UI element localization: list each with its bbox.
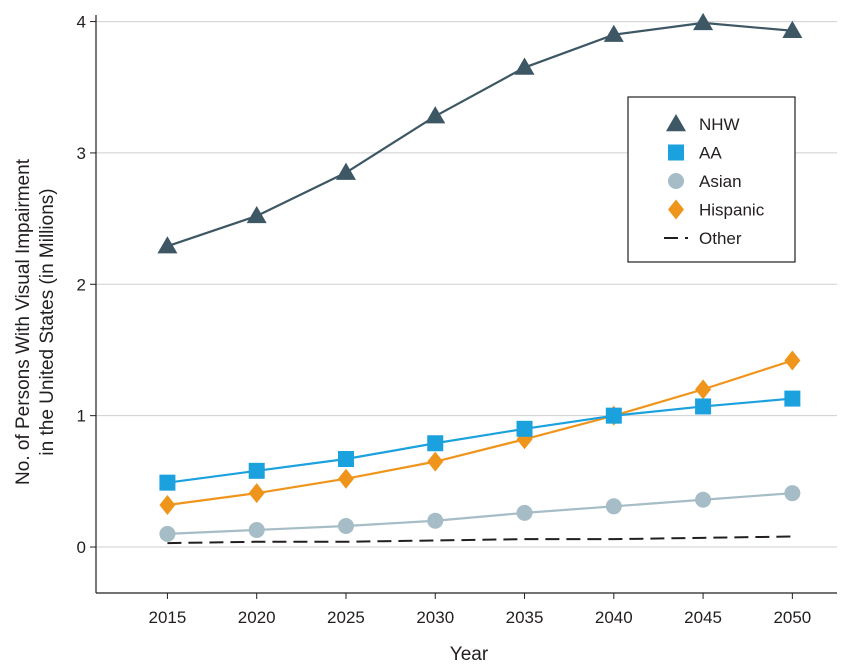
- legend-item-nhw: NHW: [666, 114, 740, 134]
- legend-item-other: Other: [664, 229, 742, 248]
- x-tick-label-2045: 2045: [684, 608, 722, 627]
- point-aa-2045: [695, 398, 712, 415]
- point-hispanic-2025: [337, 468, 354, 489]
- x-tick-label-2035: 2035: [506, 608, 544, 627]
- point-nhw-2050: [782, 20, 803, 38]
- point-asian-2045: [695, 491, 712, 508]
- x-tick-label-2030: 2030: [416, 608, 454, 627]
- x-tick-label-2020: 2020: [238, 608, 276, 627]
- point-aa-2040: [605, 407, 622, 424]
- series-line-asian: [167, 492, 793, 535]
- y-axis-title-line-1: No. of Persons With Visual Impairment: [13, 158, 34, 485]
- x-tick-label-2015: 2015: [149, 608, 187, 627]
- legend-item-asian: Asian: [668, 172, 742, 191]
- legend-swatch-aa: [668, 144, 684, 161]
- y-tick-label-0: 0: [77, 538, 86, 557]
- series-asian: [159, 485, 801, 542]
- series-line-other: [167, 535, 793, 545]
- y-axis-title: No. of Persons With Visual Impairment in…: [13, 158, 58, 485]
- x-axis-title: Year: [450, 644, 489, 665]
- point-aa-2050: [784, 390, 801, 407]
- y-tick-label-2: 2: [77, 275, 86, 294]
- point-nhw-2020: [246, 205, 267, 224]
- point-asian-2035: [516, 504, 533, 521]
- legend-swatch-hispanic: [668, 199, 684, 220]
- x-tick-label-2050: 2050: [773, 608, 811, 627]
- legend-item-aa: AA: [668, 144, 722, 163]
- point-nhw-2030: [425, 106, 446, 124]
- legend: NHW AA Asian Hispanic Other: [627, 96, 796, 263]
- axes: [95, 15, 837, 594]
- legend-label-asian: Asian: [699, 172, 742, 191]
- point-nhw-2015: [157, 236, 178, 254]
- y-tick-label-4: 4: [77, 13, 86, 32]
- legend-swatch-asian: [668, 173, 684, 189]
- y-axis-title-line-2: in the United States (in Millions): [37, 188, 58, 455]
- point-asian-2050: [784, 485, 801, 502]
- legend-label-nhw: NHW: [699, 115, 740, 134]
- series-hispanic: [159, 350, 801, 515]
- legend-label-aa: AA: [699, 144, 722, 163]
- legend-label-other: Other: [699, 229, 742, 248]
- point-hispanic-2050: [784, 350, 801, 371]
- point-asian-2030: [427, 512, 444, 529]
- point-hispanic-2030: [427, 451, 444, 472]
- point-aa-2020: [248, 462, 265, 479]
- y-tick-label-3: 3: [77, 144, 86, 163]
- legend-item-hispanic: Hispanic: [668, 199, 765, 220]
- legend-box: [627, 96, 796, 263]
- point-nhw-2025: [335, 162, 356, 180]
- series-nhw: [157, 12, 803, 254]
- point-asian-2025: [337, 518, 354, 535]
- point-asian-2020: [248, 521, 265, 538]
- x-tick-label-2025: 2025: [327, 608, 365, 627]
- point-aa-2030: [427, 435, 444, 452]
- point-asian-2040: [605, 498, 622, 515]
- point-aa-2035: [516, 420, 533, 437]
- point-asian-2015: [159, 525, 176, 542]
- legend-swatch-nhw: [666, 114, 686, 132]
- y-tick-label-1: 1: [77, 407, 86, 426]
- series-layer: [157, 12, 803, 545]
- series-aa: [159, 390, 801, 491]
- series-line-aa: [167, 397, 793, 484]
- point-nhw-2040: [603, 24, 624, 42]
- point-hispanic-2015: [159, 494, 176, 515]
- point-aa-2015: [159, 474, 176, 491]
- point-nhw-2045: [693, 12, 714, 31]
- legend-label-hispanic: Hispanic: [699, 201, 765, 220]
- x-tick-label-2040: 2040: [595, 608, 633, 627]
- point-nhw-2035: [514, 57, 535, 75]
- point-hispanic-2020: [248, 483, 265, 504]
- series-line-nhw: [167, 21, 793, 248]
- series-line-hispanic: [167, 359, 793, 507]
- point-aa-2025: [337, 451, 354, 468]
- series-other: [167, 535, 793, 545]
- ticks: 0 1 2 3 4 2015 2020 2025 2030 2035 2040 2045 2050: [77, 13, 812, 627]
- point-hispanic-2045: [695, 379, 712, 400]
